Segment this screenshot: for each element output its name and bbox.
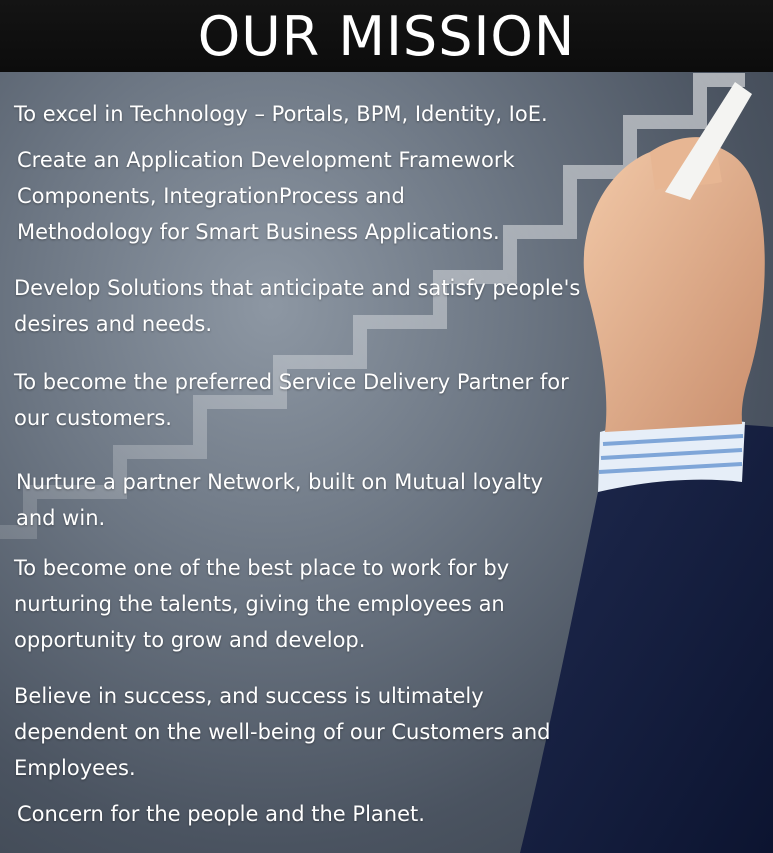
page-header: OUR MISSION	[0, 0, 773, 72]
mission-item: Develop Solutions that anticipate and sa…	[14, 276, 581, 336]
mission-item: Create an Application Development Framew…	[17, 148, 515, 244]
page-title: OUR MISSION	[197, 4, 576, 68]
staircase-illustration	[0, 73, 773, 853]
mission-item: Concern for the people and the Planet.	[17, 802, 425, 826]
chalkboard-background: To excel in Technology – Portals, BPM, I…	[0, 72, 773, 853]
mission-item: Believe in success, and success is ultim…	[14, 684, 551, 780]
mission-item: To excel in Technology – Portals, BPM, I…	[14, 102, 548, 126]
mission-item: To become the preferred Service Delivery…	[14, 370, 569, 430]
mission-item: To become one of the best place to work …	[14, 556, 510, 652]
mission-item: Nurture a partner Network, built on Mutu…	[16, 470, 544, 530]
